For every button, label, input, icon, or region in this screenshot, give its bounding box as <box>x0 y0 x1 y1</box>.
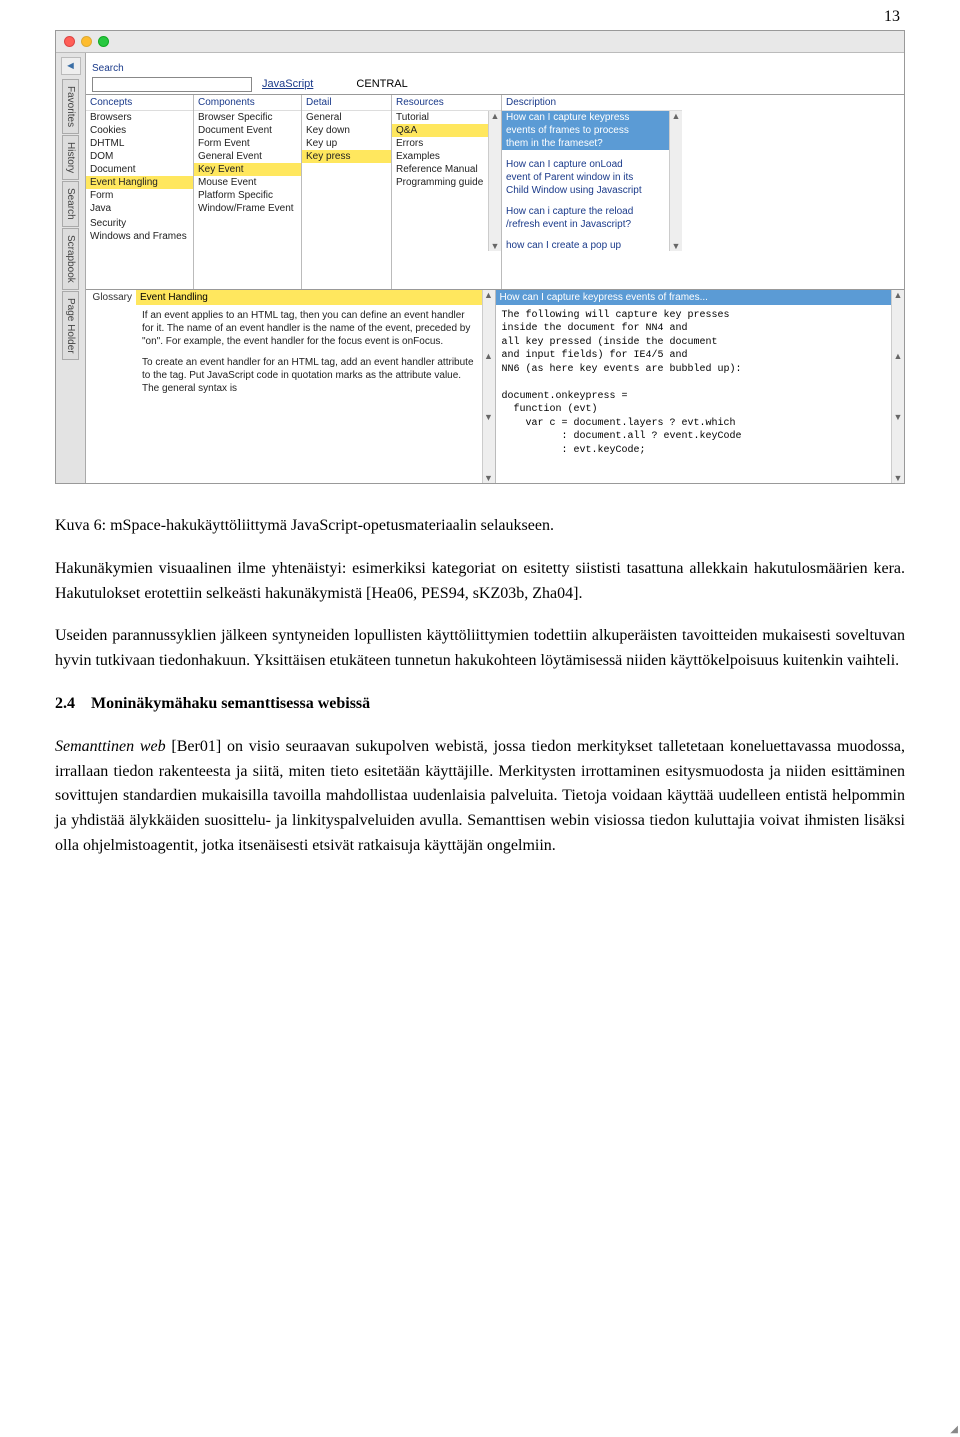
scrollbar[interactable]: ▲▼ <box>669 111 682 251</box>
glossary-label: Glossary <box>86 290 136 305</box>
description-line[interactable]: How can I capture keypress <box>502 111 682 124</box>
facet-concepts: ConceptsBrowsersCookiesDHTMLDOMDocumentE… <box>86 95 194 289</box>
bottom-row: Glossary Event Handling If an event appl… <box>86 290 904 484</box>
sidebar-tab-favorites[interactable]: Favorites <box>62 79 79 134</box>
resize-handle-icon[interactable]: ◢ <box>950 1424 958 1435</box>
facet-item[interactable]: Document Event <box>194 124 301 137</box>
figure-caption: Kuva 6: mSpace-hakukäyttöliittymä JavaSc… <box>55 514 905 539</box>
facet-item[interactable]: Form <box>86 189 193 202</box>
facet-item[interactable]: General <box>302 111 391 124</box>
scrollbar[interactable]: ▲▼ <box>488 111 501 251</box>
preview-scrollbar[interactable]: ▲▲▼▼ <box>891 290 904 484</box>
facet-item[interactable]: Reference Manual <box>392 163 501 176</box>
facet-item[interactable]: Window/Frame Event <box>194 202 301 215</box>
facet-item[interactable]: Tutorial <box>392 111 501 124</box>
facet-head-resources: Resources <box>392 95 501 111</box>
zoom-icon[interactable] <box>98 36 109 47</box>
facet-item[interactable]: Form Event <box>194 137 301 150</box>
page-number: 13 <box>0 0 960 30</box>
description-line[interactable]: How can i capture the reload <box>502 205 682 218</box>
section-heading: 2.4Moninäkymähaku semanttisessa webissä <box>55 692 905 717</box>
paragraph-1: Hakunäkymien visuaalinen ilme yhtenäisty… <box>55 557 905 607</box>
breadcrumb-link[interactable]: JavaScript <box>262 78 313 90</box>
back-icon[interactable]: ◄ <box>61 57 81 75</box>
facet-item[interactable]: Programming guide <box>392 176 501 189</box>
facet-item[interactable]: Errors <box>392 137 501 150</box>
figure-screenshot: ◄ Favorites History Search Scrapbook Pag… <box>55 30 905 484</box>
facet-head-concepts: Concepts <box>86 95 193 111</box>
description-line[interactable]: how can I create a pop up <box>502 239 682 251</box>
facet-detail: DetailGeneralKey downKey upKey press <box>302 95 392 289</box>
close-icon[interactable] <box>64 36 75 47</box>
preview-panel: How can I capture keypress events of fra… <box>496 290 905 484</box>
window-titlebar <box>56 31 904 53</box>
description-line[interactable]: events of frames to process <box>502 124 682 137</box>
glossary-panel: Glossary Event Handling If an event appl… <box>86 290 496 484</box>
facet-item[interactable]: Document <box>86 163 193 176</box>
facet-head-detail: Detail <box>302 95 391 111</box>
paragraph-2: Useiden parannussyklien jälkeen syntynei… <box>55 624 905 674</box>
facet-item[interactable]: Key up <box>302 137 391 150</box>
facet-item[interactable]: Mouse Event <box>194 176 301 189</box>
glossary-scrollbar[interactable]: ▲▲▼▼ <box>482 290 495 484</box>
facet-item[interactable]: Key press <box>302 150 391 163</box>
breadcrumb: JavaScript CENTRAL <box>262 78 408 92</box>
document-body: Kuva 6: mSpace-hakukäyttöliittymä JavaSc… <box>0 504 960 859</box>
facet-item[interactable]: Key Event <box>194 163 301 176</box>
facet-item[interactable]: DOM <box>86 150 193 163</box>
sidebar-tab-pageholder[interactable]: Page Holder <box>62 291 79 361</box>
glossary-text: If an event applies to an HTML tag, then… <box>86 305 495 407</box>
facet-item[interactable]: Java <box>86 202 193 215</box>
facet-item[interactable]: Examples <box>392 150 501 163</box>
preview-text: The following will capture key presses i… <box>496 305 905 462</box>
description-line[interactable]: How can I capture onLoad <box>502 158 682 171</box>
description-line[interactable]: /refresh event in Javascript? <box>502 218 682 231</box>
preview-title: How can I capture keypress events of fra… <box>496 290 905 305</box>
facet-head-components: Components <box>194 95 301 111</box>
description-line[interactable]: Child Window using Javascript <box>502 184 682 197</box>
description-line[interactable]: event of Parent window in its <box>502 171 682 184</box>
sidebar-tab-search[interactable]: Search <box>62 181 79 227</box>
facet-item[interactable]: Browsers <box>86 111 193 124</box>
facet-description: DescriptionHow can I capture keypresseve… <box>502 95 682 289</box>
sidebar-tab-scrapbook[interactable]: Scrapbook <box>62 228 79 290</box>
facet-item[interactable]: Browser Specific <box>194 111 301 124</box>
facet-head-description: Description <box>502 95 682 111</box>
facet-item[interactable]: DHTML <box>86 137 193 150</box>
facet-components: ComponentsBrowser SpecificDocument Event… <box>194 95 302 289</box>
facet-item[interactable]: Cookies <box>86 124 193 137</box>
facet-item[interactable]: General Event <box>194 150 301 163</box>
browser-sidebar: ◄ Favorites History Search Scrapbook Pag… <box>56 53 86 483</box>
description-line[interactable]: them in the frameset? <box>502 137 682 150</box>
content-area: Search JavaScript CENTRAL ConceptsBrowse… <box>86 53 904 483</box>
sidebar-tab-history[interactable]: History <box>62 135 79 180</box>
glossary-title: Event Handling <box>136 290 495 305</box>
facet-item[interactable]: Windows and Frames <box>86 230 193 243</box>
facet-resources: ResourcesTutorialQ&AErrorsExamplesRefere… <box>392 95 502 289</box>
top-row: Search JavaScript CENTRAL <box>86 53 904 95</box>
facet-item[interactable]: Platform Specific <box>194 189 301 202</box>
facet-item[interactable]: Security <box>86 217 193 230</box>
facets-row: ConceptsBrowsersCookiesDHTMLDOMDocumentE… <box>86 95 904 290</box>
facet-item[interactable]: Q&A <box>392 124 501 137</box>
minimize-icon[interactable] <box>81 36 92 47</box>
facet-item[interactable]: Key down <box>302 124 391 137</box>
facet-item[interactable]: Event Hangling <box>86 176 193 189</box>
search-input[interactable] <box>92 77 252 92</box>
search-label: Search <box>92 63 262 74</box>
paragraph-3: Semanttinen web [Ber01] on visio seuraav… <box>55 735 905 859</box>
breadcrumb-tail: CENTRAL <box>356 78 407 90</box>
